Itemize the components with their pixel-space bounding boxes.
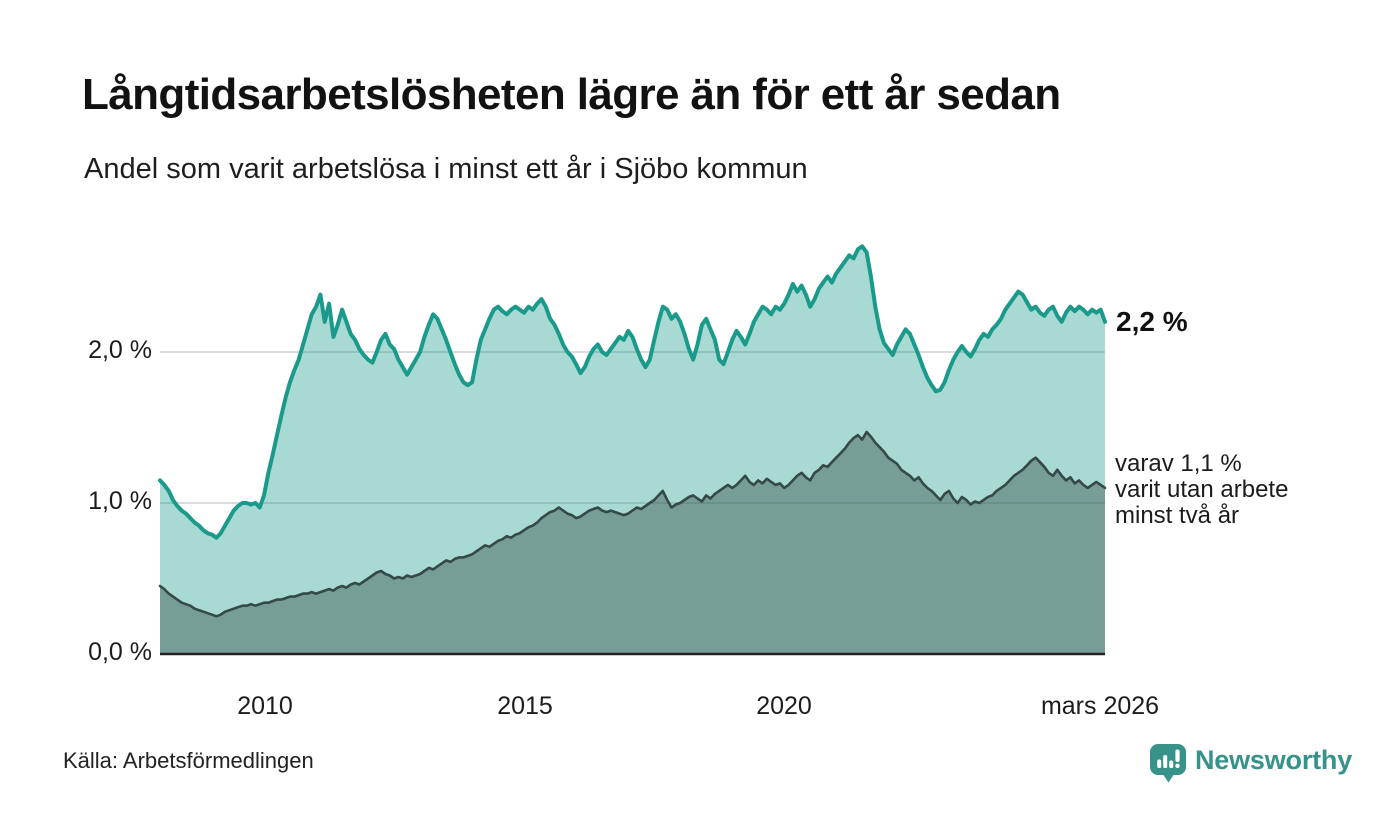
newsworthy-brand: Newsworthy xyxy=(1150,744,1352,786)
logo-bar-mid-icon xyxy=(1169,760,1174,768)
x-axis-tick-2020: 2020 xyxy=(756,692,812,720)
source-credit: Källa: Arbetsförmedlingen xyxy=(63,748,314,773)
series-2yr-area xyxy=(160,432,1105,654)
secondary-annotation-line2: varit utan arbete xyxy=(1115,476,1289,503)
secondary-annotation-line3: minst två år xyxy=(1115,502,1240,529)
logo-exclamation-dot-icon xyxy=(1175,763,1180,768)
newsworthy-logo-icon xyxy=(1150,744,1186,783)
secondary-annotation-line1: varav 1,1 % xyxy=(1115,450,1242,477)
y-axis-tick-0-0: 0,0 % xyxy=(88,638,152,666)
y-axis-tick-2-0: 2,0 % xyxy=(88,336,152,364)
secondary-series-annotation: varav 1,1 % varit utan arbete minst två … xyxy=(1115,451,1288,529)
newsworthy-wordmark: Newsworthy xyxy=(1195,745,1353,775)
x-axis-tick-2015: 2015 xyxy=(497,692,553,720)
page-title: Långtidsarbetslösheten lägre än för ett … xyxy=(82,70,1061,119)
latest-value-label: 2,2 % xyxy=(1116,306,1188,337)
logo-bar-short-icon xyxy=(1157,759,1162,768)
series-1yr-line xyxy=(158,244,1107,540)
x-axis-tick-2010: 2010 xyxy=(237,692,293,720)
series-2yr-line xyxy=(158,430,1107,618)
logo-exclamation-bar-icon xyxy=(1175,749,1180,762)
page-subtitle: Andel som varit arbetslösa i minst ett å… xyxy=(84,153,808,185)
y-axis-tick-1-0: 1,0 % xyxy=(88,487,152,515)
x-axis-tick-mars-2026: mars 2026 xyxy=(1040,692,1160,720)
logo-bar-tall-icon xyxy=(1163,755,1168,768)
series-1yr-area xyxy=(160,246,1105,655)
